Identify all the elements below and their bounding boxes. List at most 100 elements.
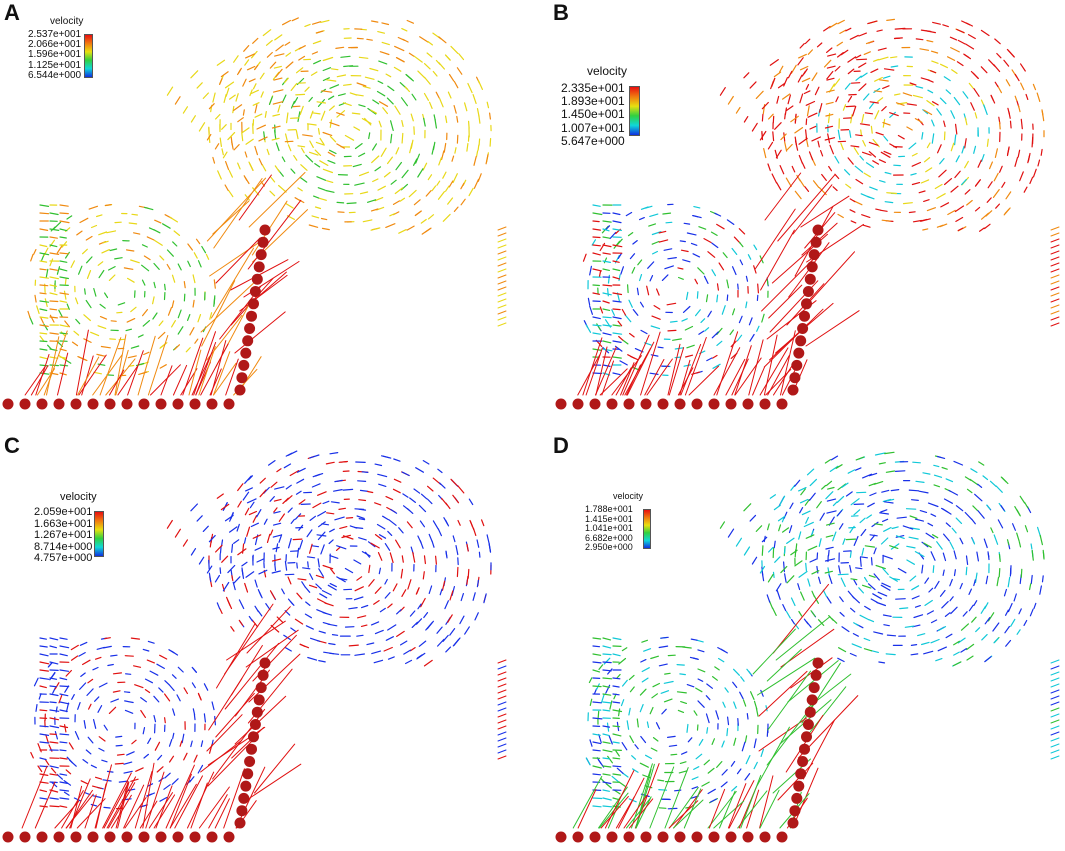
velocity-vector: [59, 781, 68, 784]
panel-c: C velocity 2.059e+001 1.663e+001 1.267e+…: [0, 433, 512, 851]
velocity-vector: [784, 573, 787, 583]
velocity-vector: [79, 641, 88, 646]
velocity-vector: [832, 531, 837, 542]
velocity-vector: [828, 573, 833, 584]
velocity-vector: [809, 492, 816, 501]
velocity-vector: [897, 134, 905, 140]
velocity-vector: [94, 656, 102, 660]
velocity-vector: [304, 586, 311, 593]
velocity-vector: [801, 162, 806, 169]
velocity-vector: [667, 343, 681, 396]
velocity-vector: [390, 120, 394, 131]
velocity-vector: [607, 802, 620, 829]
velocity-vector: [1030, 574, 1033, 585]
velocity-vector: [748, 317, 753, 326]
velocity-vector: [236, 523, 240, 532]
velocity-vector: [804, 498, 810, 506]
velocity-vector: [66, 756, 74, 764]
velocity-vector: [602, 733, 610, 737]
velocity-vector: [711, 242, 719, 249]
velocity-vector: [934, 580, 940, 589]
velocity-vector: [224, 514, 234, 522]
velocity-vector: [130, 778, 139, 782]
velocity-vector: [619, 360, 628, 366]
velocity-vector: [432, 70, 438, 77]
velocity-vector: [206, 177, 267, 242]
velocity-vector: [208, 559, 210, 570]
velocity-vector: [361, 604, 369, 609]
velocity-vector: [745, 301, 748, 309]
velocity-vector: [334, 516, 345, 521]
velocity-vector: [401, 169, 409, 179]
velocity-vector: [237, 117, 244, 123]
velocity-vector: [592, 653, 602, 656]
velocity-vector: [729, 329, 734, 336]
velocity-vector: [411, 621, 418, 628]
velocity-vector: [859, 155, 864, 161]
velocity-vector: [100, 345, 111, 349]
velocity-vector: [1014, 505, 1021, 516]
velocity-vector: [259, 72, 265, 80]
velocity-vector: [638, 274, 643, 282]
velocity-vector: [59, 693, 69, 697]
velocity-vector: [159, 255, 165, 261]
velocity-vector: [125, 249, 135, 252]
velocity-vector: [152, 296, 155, 305]
velocity-vector: [146, 659, 155, 664]
velocity-vector: [447, 197, 454, 205]
velocity-vector: [358, 537, 367, 541]
velocity-vector: [233, 104, 243, 112]
velocity-vector: [612, 228, 623, 231]
velocity-vector: [811, 72, 818, 82]
velocity-vector: [864, 545, 876, 548]
velocity-vector: [947, 56, 956, 62]
velocity-vector-field-c: [2, 450, 507, 843]
velocity-vector: [962, 611, 968, 617]
velocity-vector: [859, 556, 868, 559]
velocity-vector: [612, 701, 621, 704]
velocity-vector: [612, 709, 623, 713]
velocity-vector: [768, 284, 803, 319]
velocity-vector: [143, 255, 151, 261]
velocity-vector: [304, 613, 312, 619]
velocity-vector: [329, 528, 335, 533]
velocity-vector: [296, 547, 300, 558]
velocity-vector: [322, 56, 334, 62]
velocity-vector: [329, 554, 339, 559]
velocity-vector: [73, 797, 82, 802]
velocity-vector: [59, 797, 70, 800]
velocity-vector: [979, 227, 985, 232]
velocity-vector: [836, 495, 845, 504]
velocity-vector: [372, 99, 380, 105]
velocity-vector: [761, 257, 815, 312]
velocity-vector: [230, 135, 233, 146]
velocity-vector: [1030, 543, 1033, 550]
velocity-vector: [650, 747, 658, 752]
velocity-vector: [87, 678, 94, 684]
velocity-vector: [618, 335, 624, 341]
velocity-vector: [859, 556, 862, 567]
velocity-vector: [1009, 120, 1012, 129]
velocity-vector: [743, 503, 752, 512]
particle-marker: [189, 398, 201, 410]
velocity-vector: [137, 335, 156, 396]
velocity-vector: [592, 348, 603, 351]
velocity-vector: [78, 652, 86, 657]
velocity-vector: [427, 485, 434, 492]
velocity-vector: [49, 252, 60, 255]
velocity-vector: [836, 41, 843, 47]
velocity-vector: [737, 718, 739, 726]
velocity-vector: [206, 565, 213, 574]
velocity-vector: [169, 755, 175, 763]
velocity-vector: [592, 749, 601, 752]
velocity-vector: [641, 639, 649, 643]
velocity-vector: [77, 356, 100, 396]
velocity-vector: [252, 83, 257, 90]
velocity-vector: [602, 228, 610, 232]
velocity-vector: [142, 320, 151, 327]
velocity-vector: [753, 244, 758, 251]
velocity-vector: [286, 112, 289, 124]
velocity-vector: [497, 316, 507, 321]
velocity-vector: [59, 324, 69, 328]
velocity-vector: [245, 53, 256, 59]
